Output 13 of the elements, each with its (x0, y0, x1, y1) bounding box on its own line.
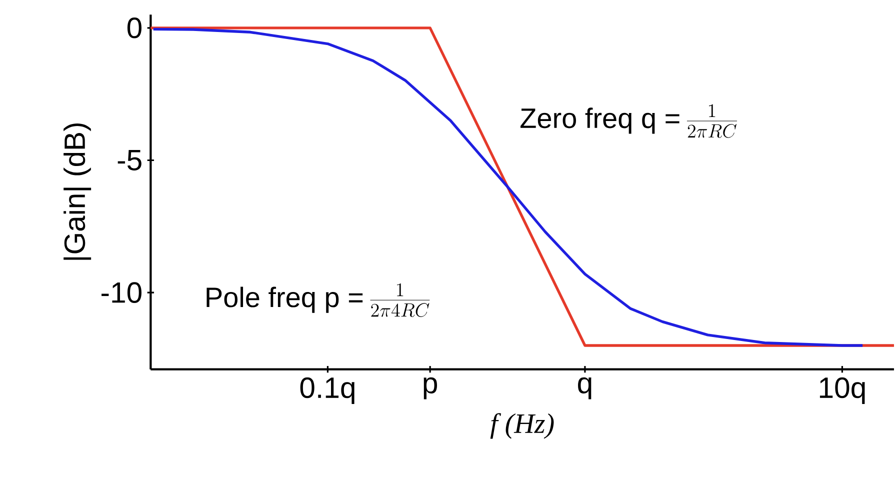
y-axis-title: |Gain| (dB) (64, 123, 92, 260)
annotation: Pole freq p = (206, 286, 363, 313)
annotation: $\frac{1}{2\pi RC}$ (686, 104, 738, 138)
x-tick-label: 0.1q (300, 377, 354, 404)
y-tick-label: 0 (127, 18, 142, 38)
annotation: Zero freq q = (520, 108, 680, 134)
x-tick-label: p (424, 377, 437, 400)
x-axis-title: f (Hz) (490, 413, 554, 439)
x-tick-label: 10q (820, 377, 865, 404)
annotation: $\frac{1}{2\pi 4RC}$ (370, 283, 430, 317)
y-tick-label: -5 (118, 150, 142, 170)
x-tick-label: q (578, 377, 592, 400)
y-tick-label: -10 (102, 282, 142, 303)
